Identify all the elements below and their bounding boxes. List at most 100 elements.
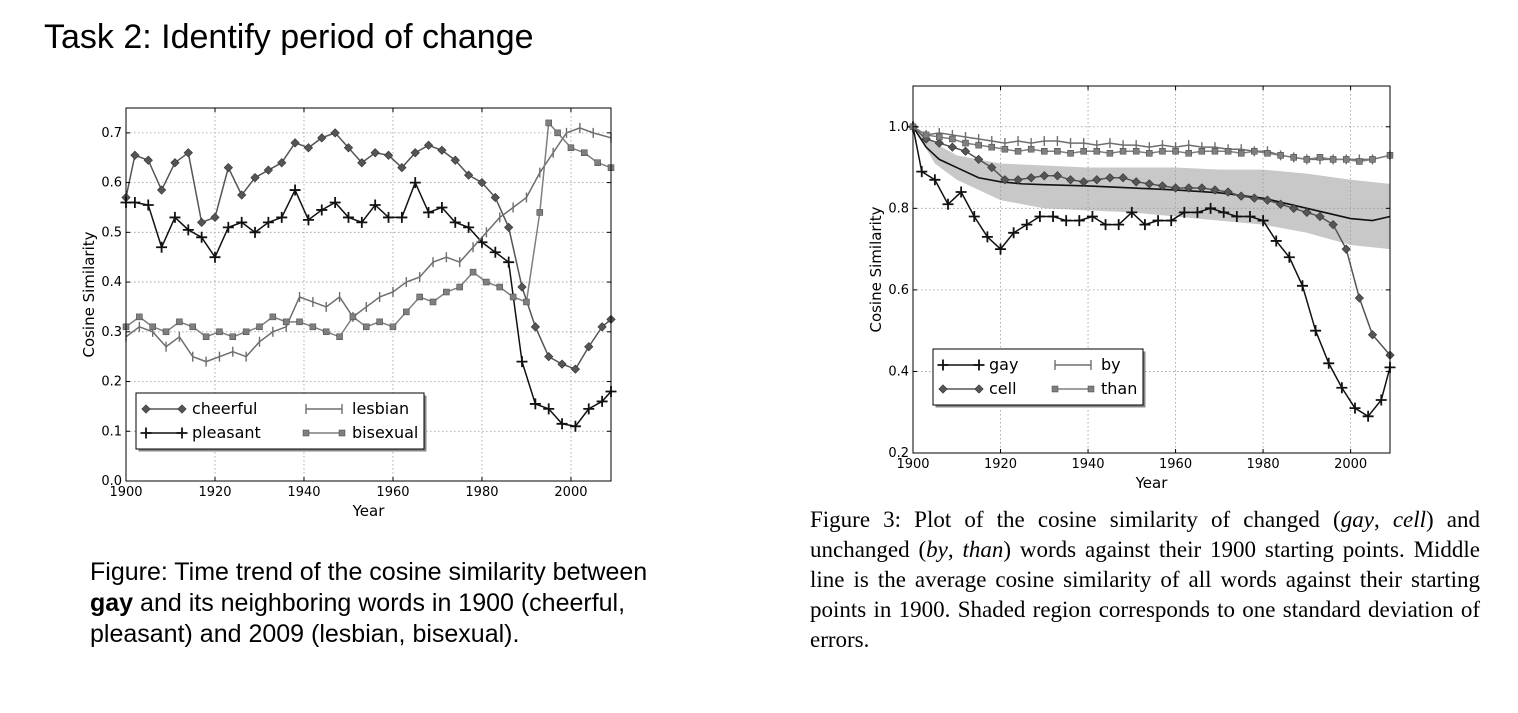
data-point-bisexual [581,149,588,157]
data-point-gay [1257,215,1269,227]
legend-marker-pleasant [140,427,152,439]
data-point-than [936,133,943,141]
caption-right-p2: , [1373,507,1393,532]
data-point-than [1277,152,1284,159]
data-point-cell [1118,173,1128,183]
y-tick-label: 0.4 [888,364,909,379]
data-point-cheerful [477,177,487,188]
y-tick-label: 0.7 [101,126,122,141]
legend-marker-cell [974,384,984,394]
data-point-gay [1362,410,1374,422]
data-point-than [1224,147,1232,155]
legend-marker-gay [973,359,985,371]
data-point-bisexual [256,323,263,331]
series-lesbian [125,122,612,367]
data-point-gay [1349,402,1361,414]
data-point-cheerful [357,158,367,168]
data-point-cheerful [517,282,527,292]
data-point-cheerful [303,143,314,153]
y-tick-label: 0.2 [888,446,909,461]
plot-frame [125,107,612,482]
data-point-pleasant [383,211,395,223]
legend-label-pleasant: pleasant [192,423,261,442]
data-point-pleasant [169,211,181,223]
slide-title: Task 2: Identify period of change [44,18,534,56]
data-point-gay [1047,210,1059,222]
data-point-gay [1126,206,1138,218]
legend-label-gay: gay [989,355,1018,374]
data-point-than [988,143,996,151]
data-point-cell [1328,220,1338,230]
data-point-bisexual [523,298,530,306]
data-point-cheerful [397,163,407,173]
data-point-than [1067,150,1074,157]
x-tick-label: 1980 [1247,457,1280,472]
data-point-than [1041,147,1048,155]
chart-left-gay-neighbors: 1900 1920 1940 1960 1980 2000 0.0 0.1 0.2 0.3 0.4 0… [80,107,617,520]
data-point-gay [1218,206,1230,218]
data-point-cell [974,154,984,165]
data-point-gay [1165,215,1177,227]
data-point-than [1356,158,1363,165]
data-point-bisexual [149,323,156,331]
legend-box [932,348,1144,406]
data-point-cell [960,146,971,156]
data-point-than [1014,147,1022,155]
data-point-cheerful [343,143,354,153]
data-point-cell [1197,183,1207,193]
legend-marker-cheerful [177,404,187,414]
data-point-than [1251,147,1258,155]
data-point-pleasant [342,211,354,223]
series-line-pleasant [126,180,612,428]
legend-marker-than [1087,385,1095,393]
data-point-cell [1341,244,1351,254]
data-point-gay [955,186,967,198]
legend-marker-gay [937,359,949,371]
x-tick-label: 1920 [984,457,1017,472]
data-point-than [1211,147,1219,155]
data-point-than [1132,147,1140,155]
data-point-pleasant [529,398,541,410]
data-point-pleasant [409,177,421,189]
data-point-gay [1244,210,1256,222]
data-point-than [922,131,930,139]
data-point-bisexual [416,293,423,301]
x-axis-label: Year [1135,474,1169,492]
data-point-cell [1236,191,1246,201]
chart-right-changed-unchanged: 1900 1920 1940 1960 1980 2000 0.2 0.4 0.6 0.8 1.0 Y… [867,85,1396,492]
data-point-cell [1354,293,1364,303]
data-point-gay [968,210,980,222]
data-point-cheerful [290,138,300,148]
data-point-gay [1283,251,1295,263]
data-point-than [1237,150,1245,157]
caption-right: Figure 3: Plot of the cosine similarity … [810,505,1480,655]
data-point-bisexual [429,298,437,306]
data-point-than [1342,156,1350,163]
data-point-than [1146,150,1153,157]
legend-marker-cheerful [141,404,151,414]
data-point-pleasant [222,221,234,233]
data-point-cheerful [330,128,340,138]
data-point-than [1093,147,1101,155]
plot-area: 1900 1920 1940 1960 1980 2000 0.0 0.1 0.2 0.3 0.4 0… [80,107,617,520]
y-tick-label: 0.3 [101,325,122,340]
legend-label-by: by [1101,355,1121,374]
legend-marker-than [1051,385,1059,393]
data-point-gay [981,231,993,243]
series-cell [908,122,1395,360]
data-point-gay [1205,202,1217,214]
data-point-pleasant [182,224,194,236]
data-point-cheerful [223,163,233,173]
x-tick-label: 1900 [896,457,929,472]
data-point-cell [1131,177,1141,187]
data-point-than [1369,156,1376,163]
data-point-cell [1157,181,1168,191]
data-point-bisexual [469,268,477,276]
data-point-gay [1191,206,1203,218]
data-point-gay [995,243,1007,255]
data-point-cell [1039,171,1049,181]
data-point-cell [1262,195,1273,205]
data-point-bisexual [545,119,552,127]
data-point-than [1316,154,1324,161]
data-point-cell [1223,187,1233,197]
